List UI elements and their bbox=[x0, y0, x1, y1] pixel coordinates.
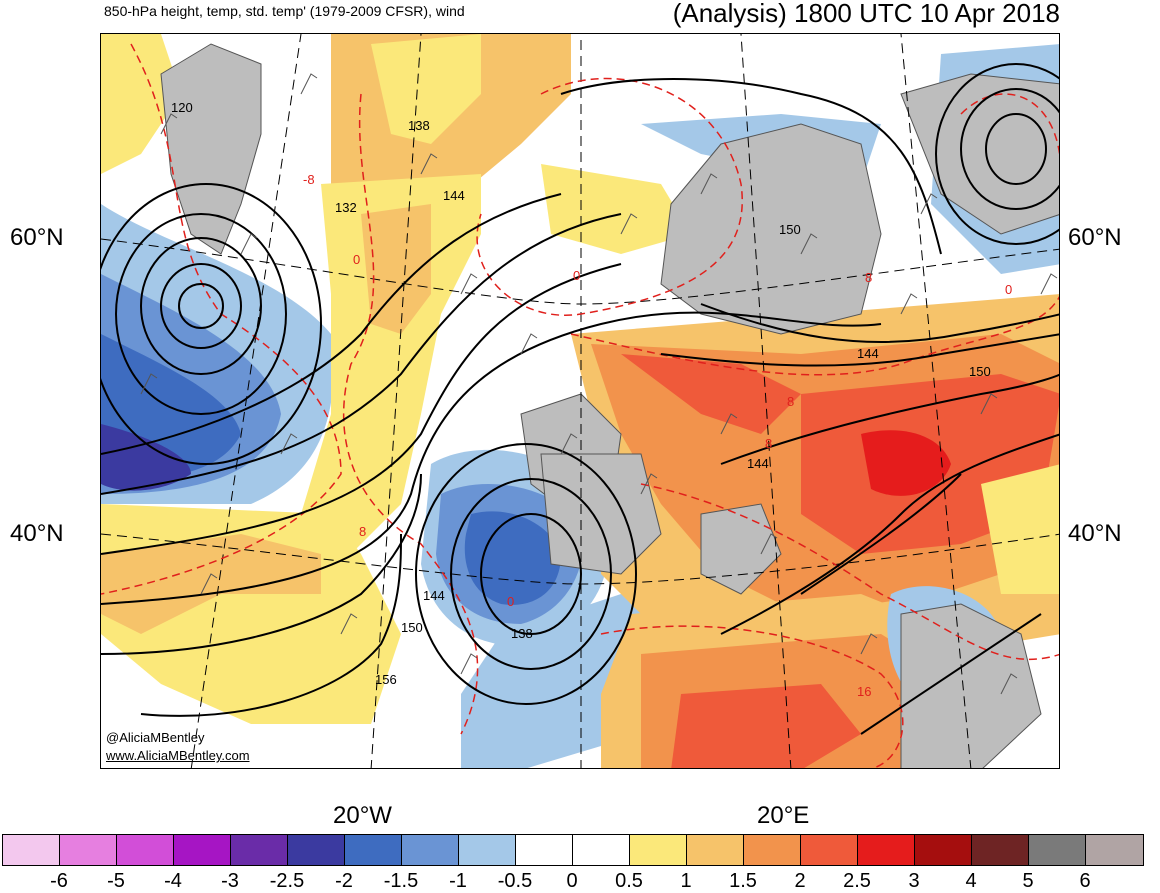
colorbar-tick-label: -2.5 bbox=[269, 870, 305, 892]
height-label: 150 bbox=[779, 222, 801, 237]
map-canvas: 120 138 132 144 150 144 150 144 144 150 … bbox=[101, 34, 1059, 768]
colorbar-tick-label: 4 bbox=[965, 870, 977, 892]
colorbar-swatch bbox=[60, 835, 117, 865]
map-subtitle: 850-hPa height, temp, std. temp' (1979-2… bbox=[104, 3, 465, 19]
colorbar-tick-label: -0.5 bbox=[497, 870, 533, 892]
temp-label: 8 bbox=[787, 394, 794, 409]
colorbar-swatch bbox=[630, 835, 687, 865]
colorbar-swatch bbox=[288, 835, 345, 865]
height-label: 156 bbox=[375, 672, 397, 687]
height-label: 150 bbox=[401, 620, 423, 635]
height-labels: 120 138 132 144 150 144 150 144 144 150 … bbox=[171, 100, 991, 687]
colorbar-swatch bbox=[231, 835, 288, 865]
colorbar-tick-label: -3 bbox=[221, 870, 239, 892]
colorbar-tick-label: 2.5 bbox=[843, 870, 871, 892]
lat-label-40n-right: 40°N bbox=[1068, 520, 1122, 547]
colorbar-swatch bbox=[345, 835, 402, 865]
temp-label: 0 bbox=[353, 252, 360, 267]
colorbar-tick-label: -1.5 bbox=[383, 870, 419, 892]
colorbar-tick-label: 6 bbox=[1079, 870, 1091, 892]
colorbar-swatch bbox=[1086, 835, 1143, 865]
colorbar-tick-label: -2 bbox=[335, 870, 353, 892]
temp-label: 8 bbox=[765, 436, 772, 451]
colorbar-swatch bbox=[801, 835, 858, 865]
colorbar-tick-label: -1 bbox=[449, 870, 467, 892]
colorbar bbox=[2, 834, 1144, 866]
colorbar-tick-label: 1.5 bbox=[729, 870, 757, 892]
height-label: 150 bbox=[969, 364, 991, 379]
map-title: (Analysis) 1800 UTC 10 Apr 2018 bbox=[672, 0, 1060, 28]
colorbar-swatch bbox=[516, 835, 573, 865]
colorbar-swatch bbox=[687, 835, 744, 865]
lon-label-20e: 20°E bbox=[757, 802, 810, 829]
colorbar-tick-label: -4 bbox=[164, 870, 182, 892]
colorbar-labels: -6 -5 -4 -3 -2.5 -2 -1.5 -1 -0.5 0 0.5 1 1.5 2 2.5 3 4 5 6 bbox=[0, 870, 1160, 892]
colorbar-swatch bbox=[402, 835, 459, 865]
colorbar-swatch bbox=[459, 835, 516, 865]
colorbar-swatch bbox=[3, 835, 60, 865]
temperature-labels: -8 0 0 8 0 8 8 8 0 16 bbox=[303, 172, 1012, 699]
colorbar-swatch bbox=[744, 835, 801, 865]
colorbar-swatch bbox=[915, 835, 972, 865]
temp-label: 0 bbox=[1005, 282, 1012, 297]
temperature-contours bbox=[101, 43, 1059, 768]
colorbar-tick-label: 3 bbox=[908, 870, 920, 892]
height-label: 138 bbox=[511, 626, 533, 641]
wind-barbs bbox=[140, 73, 1058, 695]
height-label: 144 bbox=[857, 346, 879, 361]
colorbar-swatch bbox=[1029, 835, 1086, 865]
temp-label: 0 bbox=[507, 594, 514, 609]
height-contours bbox=[101, 63, 1059, 735]
lat-label-60n-right: 60°N bbox=[1068, 224, 1122, 251]
colorbar-swatch bbox=[174, 835, 231, 865]
temp-label: 8 bbox=[865, 270, 872, 285]
height-label: 132 bbox=[335, 200, 357, 215]
colorbar-tick-label: -5 bbox=[107, 870, 125, 892]
height-label: 138 bbox=[408, 118, 430, 133]
temp-label: -8 bbox=[303, 172, 315, 187]
height-label: 144 bbox=[423, 588, 445, 603]
colorbar-swatch bbox=[573, 835, 630, 865]
colorbar-tick-label: 0 bbox=[566, 870, 578, 892]
credit-handle: @AliciaMBentley bbox=[106, 730, 205, 745]
lon-label-20w: 20°W bbox=[333, 802, 392, 829]
temp-label: 0 bbox=[573, 268, 580, 283]
colorbar-swatch bbox=[117, 835, 174, 865]
lat-label-40n-left: 40°N bbox=[10, 520, 64, 547]
temp-label: 8 bbox=[359, 524, 366, 539]
temp-label: 16 bbox=[857, 684, 871, 699]
colorbar-tick-label: 1 bbox=[680, 870, 692, 892]
colorbar-swatch bbox=[858, 835, 915, 865]
weather-map: 120 138 132 144 150 144 150 144 144 150 … bbox=[100, 33, 1060, 769]
lat-label-60n-left: 60°N bbox=[10, 224, 64, 251]
colorbar-tick-label: -6 bbox=[50, 870, 68, 892]
colorbar-tick-label: 2 bbox=[794, 870, 806, 892]
height-label: 144 bbox=[747, 456, 769, 471]
colorbar-tick-label: 0.5 bbox=[615, 870, 643, 892]
height-label: 120 bbox=[171, 100, 193, 115]
terrain-mask bbox=[160, 43, 1059, 768]
colorbar-swatch bbox=[972, 835, 1029, 865]
colorbar-tick-label: 5 bbox=[1022, 870, 1034, 892]
height-label: 144 bbox=[443, 188, 465, 203]
credit-url[interactable]: www.AliciaMBentley.com bbox=[106, 748, 250, 763]
